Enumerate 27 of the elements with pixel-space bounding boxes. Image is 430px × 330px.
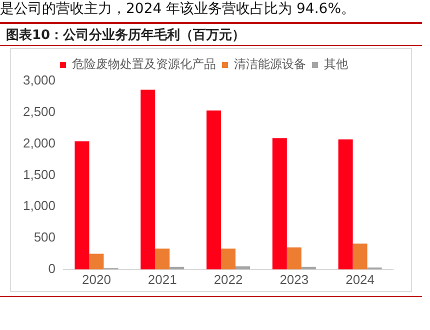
x-tick-label: 2024 bbox=[346, 272, 375, 287]
bar bbox=[221, 248, 236, 270]
x-tick-label: 2020 bbox=[82, 272, 111, 287]
y-tick-label: 0 bbox=[48, 260, 56, 276]
bar bbox=[286, 247, 302, 270]
legend-label: 危险废物处置及资源化产品 bbox=[72, 57, 216, 72]
bar bbox=[352, 244, 368, 270]
x-tick-label: 2022 bbox=[214, 272, 243, 287]
legend-label: 清洁能源设备 bbox=[234, 57, 306, 72]
y-tick-label: 2,000 bbox=[22, 135, 56, 150]
bar bbox=[140, 90, 156, 270]
bar bbox=[155, 248, 170, 270]
bar bbox=[74, 141, 90, 270]
x-tick-label: 2021 bbox=[148, 272, 177, 287]
chart-title: 图表10：公司分业务历年毛利（百万元） bbox=[6, 26, 246, 44]
bar bbox=[206, 110, 222, 270]
y-tick-label: 1,500 bbox=[22, 166, 56, 182]
legend-label: 其他 bbox=[324, 57, 348, 72]
bar bbox=[272, 138, 287, 270]
bar bbox=[338, 139, 353, 270]
y-tick-label: 2,500 bbox=[22, 104, 56, 119]
text: 是公司的营收主力，2024 年该业务营收占比为 94.6%。 bbox=[0, 0, 356, 18]
y-tick-label: 3,000 bbox=[22, 72, 56, 88]
x-tick-label: 2023 bbox=[280, 272, 309, 287]
y-tick-label: 1,000 bbox=[22, 198, 56, 214]
y-tick-label: 500 bbox=[34, 230, 56, 245]
bar bbox=[89, 254, 104, 270]
